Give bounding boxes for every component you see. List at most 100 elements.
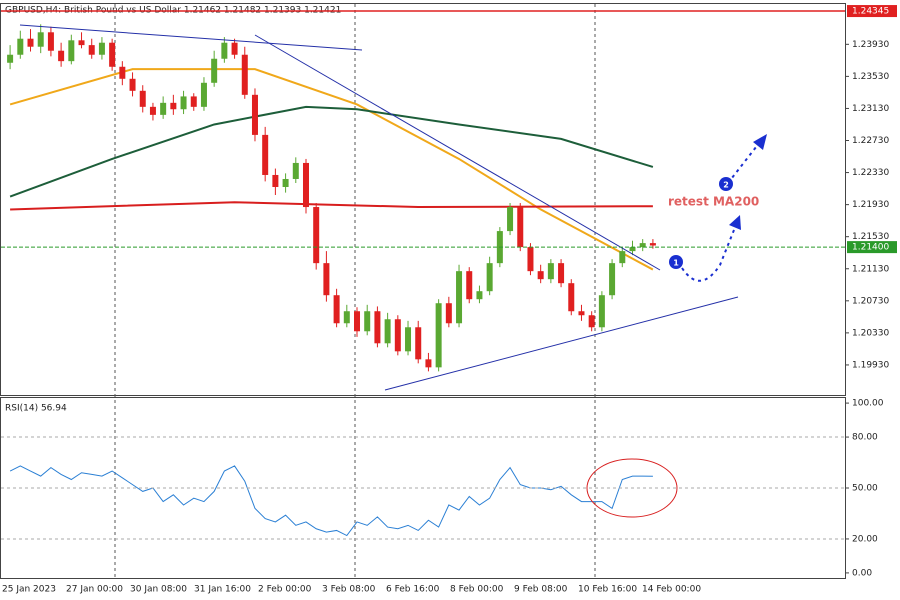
x-tick-label: 27 Jan 00:00	[66, 585, 123, 595]
candle-body	[445, 303, 452, 324]
moving-average	[10, 201, 653, 211]
candle-body	[47, 32, 54, 51]
candle-body	[415, 327, 422, 360]
candle-body	[466, 271, 473, 300]
candle-body	[343, 311, 350, 324]
candle-body	[88, 45, 95, 55]
step-marker	[669, 255, 683, 269]
rsi-line	[9, 465, 653, 537]
annotation: retest MA200	[668, 195, 759, 209]
candle-body	[639, 243, 646, 248]
trend-line	[384, 296, 739, 391]
projection-arrow	[727, 141, 761, 184]
y-tick-label: 1.20730	[852, 296, 889, 306]
candle-body	[517, 207, 524, 248]
marks	[7, 24, 656, 537]
step-label: 2	[723, 181, 729, 190]
candle-body	[394, 319, 401, 352]
candle-body	[292, 162, 299, 179]
candle-body	[486, 263, 493, 292]
x-tick-label: 30 Jan 08:00	[130, 585, 187, 595]
candle-body	[109, 42, 116, 67]
y-tick-label: 80.00	[852, 433, 878, 443]
y-tick-label: 1.19930	[852, 360, 889, 370]
trend-line	[254, 34, 661, 271]
candle-body	[200, 82, 207, 107]
candle-body	[405, 327, 412, 352]
candle-body	[17, 38, 24, 55]
candle-body	[588, 315, 595, 328]
candle-body	[354, 311, 361, 332]
candle-body	[272, 174, 279, 187]
arrow-head	[729, 215, 741, 230]
candle-body	[558, 263, 565, 284]
candle-body	[323, 263, 330, 296]
y-tick-label: 1.21530	[852, 232, 889, 242]
candle-body	[68, 40, 75, 62]
step-marker	[719, 177, 733, 191]
candle-body	[456, 271, 463, 324]
candle-body	[507, 207, 514, 232]
candle-body	[537, 271, 544, 280]
candle-body	[78, 40, 85, 46]
candle-body	[527, 247, 534, 272]
candle-body	[231, 42, 238, 55]
candle-body	[476, 291, 483, 300]
x-tick-label: 14 Feb 00:00	[642, 585, 701, 595]
candle-body	[609, 263, 616, 296]
moving-average	[9, 68, 654, 271]
candle-body	[333, 295, 340, 324]
candle-body	[302, 162, 309, 208]
candle-body	[7, 54, 14, 63]
candle-body	[241, 54, 248, 95]
x-tick-label: 10 Feb 16:00	[578, 585, 637, 595]
candle-body	[119, 66, 126, 79]
y-tick-label: 50.00	[852, 484, 878, 494]
moving-average	[9, 105, 654, 198]
step-label: 1	[673, 259, 679, 268]
candle-body	[27, 38, 34, 47]
price-panel	[0, 3, 846, 396]
price-tag-label: 1.21400	[852, 243, 889, 253]
candle-body	[180, 96, 187, 110]
candle-body	[98, 42, 105, 55]
y-tick-label: 100.00	[852, 399, 884, 409]
arrow-head	[753, 134, 767, 150]
candle-body	[578, 311, 585, 316]
candle-body	[170, 102, 177, 110]
x-tick-label: 8 Feb 00:00	[450, 585, 504, 595]
candle-body	[262, 134, 269, 175]
candle-body	[435, 303, 442, 368]
y-tick-label: 1.21930	[852, 200, 889, 210]
x-tick-label: 31 Jan 16:00	[194, 585, 251, 595]
trend-line	[19, 24, 363, 51]
candle-body	[211, 58, 218, 83]
candle-body	[629, 247, 636, 252]
y-tick-label: 1.20330	[852, 328, 889, 338]
y-tick-label: 1.22730	[852, 136, 889, 146]
highlight-ellipse	[586, 458, 678, 518]
candle-body	[251, 94, 258, 135]
candle-body	[384, 319, 391, 344]
y-tick-label: 0.00	[852, 568, 872, 578]
price-tag-label: 1.24345	[852, 7, 889, 17]
x-tick-label: 3 Feb 08:00	[322, 585, 376, 595]
y-tick-label: 1.22330	[852, 168, 889, 178]
price-tag	[847, 5, 897, 18]
candle-body	[649, 243, 656, 246]
x-tick-label: 25 Jan 2023	[2, 585, 56, 595]
candle-body	[221, 42, 228, 59]
y-tick-label: 1.21130	[852, 264, 889, 274]
candle-body	[374, 311, 381, 344]
candle-body	[282, 178, 289, 187]
candle-body	[598, 295, 605, 328]
candle-body	[190, 96, 197, 107]
y-tick-label: 20.00	[852, 534, 878, 544]
x-tick-label: 2 Feb 00:00	[258, 585, 312, 595]
x-tick-label: 6 Feb 16:00	[386, 585, 440, 595]
candle-body	[58, 50, 65, 62]
candle-body	[129, 78, 136, 91]
price-tag	[847, 241, 897, 254]
